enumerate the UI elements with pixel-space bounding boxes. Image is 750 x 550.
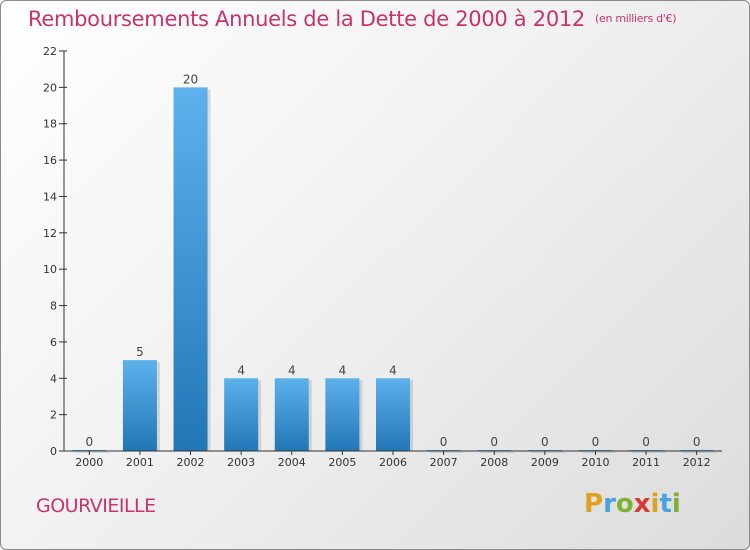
bar-value-label: 20 — [183, 72, 198, 86]
bar-value-label: 4 — [339, 363, 347, 377]
bar — [376, 378, 410, 451]
bar-value-label: 0 — [541, 435, 549, 449]
logo-letter: x — [633, 489, 651, 519]
bar-shadow — [581, 452, 616, 453]
bar-value-label: 0 — [592, 435, 600, 449]
y-tick-label: 4 — [50, 372, 57, 385]
x-tick-label: 2010 — [581, 456, 609, 469]
bar — [274, 378, 309, 451]
logo-letter: r — [603, 489, 616, 519]
chart-title-unit: (en milliers d'€) — [595, 12, 677, 25]
y-tick-label: 18 — [43, 118, 57, 131]
y-tick-label: 6 — [50, 336, 57, 349]
bar-shadow — [632, 452, 667, 453]
bar-value-label: 0 — [85, 435, 93, 449]
proxiti-logo: Proxiti — [584, 489, 681, 519]
y-tick-label: 8 — [50, 300, 57, 313]
bars-layer — [72, 87, 717, 453]
chart-title: Remboursements Annuels de la Dette de 20… — [28, 7, 676, 31]
bar-value-label: 5 — [136, 345, 144, 359]
x-tick-label: 2011 — [632, 456, 660, 469]
x-tick-label: 2000 — [75, 456, 103, 469]
bar-value-label: 0 — [693, 435, 701, 449]
y-tick-label: 12 — [43, 227, 57, 240]
logo-letter: P — [584, 489, 604, 519]
axes-layer — [59, 50, 722, 455]
logo-letter: o — [615, 489, 634, 519]
x-tick-label: 2012 — [683, 456, 711, 469]
y-tick-label: 16 — [43, 154, 57, 167]
x-tick-label: 2009 — [531, 456, 559, 469]
y-tick-label: 0 — [50, 445, 57, 458]
x-tick-label: 2008 — [480, 456, 508, 469]
x-tick-label: 2003 — [227, 456, 255, 469]
y-tick-label: 14 — [43, 190, 57, 203]
labels-layer: 0200052001202002420034200442005420060200… — [43, 45, 711, 469]
bar-shadow — [530, 452, 565, 453]
bar-shadow — [682, 452, 717, 453]
logo-letter: i — [671, 489, 681, 519]
x-tick-label: 2004 — [278, 456, 306, 469]
y-tick-label: 22 — [43, 45, 57, 58]
bar-shadow — [480, 452, 515, 453]
bar-value-label: 4 — [237, 363, 245, 377]
bar-value-label: 4 — [288, 363, 296, 377]
bar-value-label: 0 — [490, 435, 498, 449]
bar-shadow — [75, 452, 110, 453]
logo-letter: i — [650, 489, 660, 519]
y-tick-label: 10 — [43, 263, 57, 276]
bar — [122, 360, 157, 451]
x-tick-label: 2005 — [328, 456, 356, 469]
x-tick-label: 2007 — [430, 456, 458, 469]
chart-title-text: Remboursements Annuels de la Dette de 20… — [28, 7, 585, 31]
bar — [173, 87, 208, 451]
logo-letter: t — [659, 489, 672, 519]
x-tick-label: 2001 — [126, 456, 154, 469]
bar — [224, 378, 259, 451]
x-tick-label: 2002 — [177, 456, 205, 469]
y-tick-label: 20 — [43, 81, 57, 94]
bar-value-label: 0 — [642, 435, 650, 449]
y-tick-label: 2 — [50, 409, 57, 422]
bar-value-label: 4 — [389, 363, 397, 377]
bar — [325, 378, 360, 451]
x-tick-label: 2006 — [379, 456, 407, 469]
bar-shadow — [429, 452, 464, 453]
bar-value-label: 0 — [440, 435, 448, 449]
commune-name: GOURVIEILLE — [36, 495, 156, 517]
